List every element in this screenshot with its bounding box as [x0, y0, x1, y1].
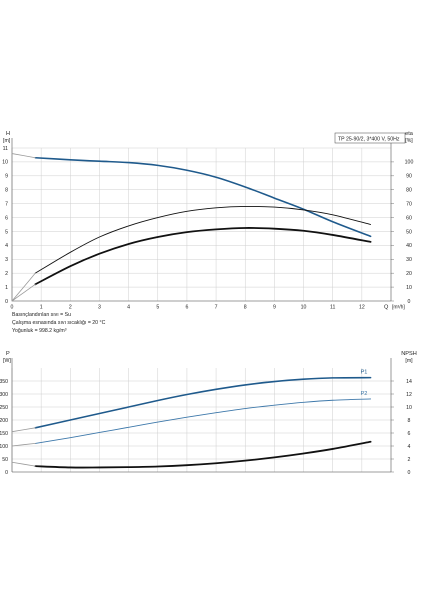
- chart1-right-tick-label: 90: [406, 174, 412, 180]
- chart2-left-tick-label: 350: [0, 379, 8, 385]
- chart1-right-tick-label: 30: [406, 257, 412, 263]
- chart1-left-tick-label: 10: [2, 160, 8, 166]
- chart2-left-axis-unit: [W]: [3, 358, 11, 364]
- chart1-left-tick-label: 3: [5, 257, 8, 263]
- chart1-right-axis-label: eta: [405, 131, 414, 137]
- model-header-box: [334, 132, 406, 144]
- fluid-note-2: Çalışma esnasında sıvı sıcaklığı = 20 °C: [12, 320, 106, 326]
- chart2-left-axis-label: P: [6, 351, 10, 357]
- chart2-left-tick-label: 150: [0, 431, 8, 437]
- chart2-right-tick-label: 2: [408, 457, 411, 463]
- chart1-series-5-line: [34, 227, 372, 286]
- chart2-series-p1-line: [34, 376, 372, 429]
- chart2-left-tick-label: 50: [2, 457, 8, 463]
- chart1-left-tick-label: 11: [3, 146, 8, 152]
- chart1-right-tick-label: 70: [406, 201, 412, 207]
- chart1-right-tick-label: 100: [405, 160, 414, 166]
- fluid-note-1: Basınçlandırılan sıvı = Su: [12, 312, 71, 318]
- chart2-left-tick-label: 250: [0, 405, 8, 411]
- labels-layer: 0 1 2 3 4 5 6 7 8 9 10 11 12012345678910110102030405…: [0, 131, 417, 476]
- chart1-left-tick-label: 4: [5, 243, 8, 249]
- chart1-x-tick-label: 9: [273, 305, 276, 311]
- chart1-left-tick-label: 7: [5, 201, 8, 207]
- chart1-left-tick-label: 8: [5, 188, 8, 194]
- chart2-right-tick-label: 6: [408, 431, 411, 437]
- chart1-left-tick-label: 0: [5, 299, 8, 305]
- chart2-series-2-line: [11, 427, 36, 433]
- chart1-x-tick-label: 10: [301, 305, 307, 311]
- chart2-right-tick-label: 8: [408, 418, 411, 424]
- chart2-series-p2-label: P2: [361, 391, 368, 397]
- chart1-right-tick-label: 20: [406, 271, 412, 277]
- chart1-series-4-line: [11, 272, 36, 302]
- chart1-left-tick-label: 9: [5, 174, 8, 180]
- chart1-x-tick-label: 8: [244, 305, 247, 311]
- chart1-left-tick-label: 2: [5, 271, 8, 277]
- chart1-x-tick-label: 4: [127, 305, 130, 311]
- chart1-right-tick-label: 80: [406, 188, 412, 194]
- chart2-right-tick-label: 0: [408, 470, 411, 476]
- chart1-right-tick-label: 0: [408, 299, 411, 305]
- chart2-series-p2-line: [34, 398, 372, 444]
- chart2-right-tick-label: 10: [406, 405, 412, 411]
- chart1-right-tick-label: 50: [406, 229, 412, 235]
- chart1-x-tick-label: 6: [185, 305, 188, 311]
- chart1-x-tick-label: 0: [11, 305, 14, 311]
- chart1-x-tick-label: 11: [330, 305, 335, 311]
- chart1-right-axis-unit: [%]: [405, 138, 413, 144]
- curves-layer: [11, 153, 372, 469]
- chart2-left-tick-label: 100: [0, 444, 8, 450]
- chart1-left-tick-label: 1: [5, 285, 8, 291]
- chart1-x-tick-label: 2: [69, 305, 72, 311]
- chart2-left-tick-label: 300: [0, 392, 8, 398]
- chart2-series-4-line: [11, 443, 36, 447]
- chart1-series-6-line: [11, 283, 36, 302]
- chart2-series-5-line: [34, 440, 372, 469]
- chart1-x-tick-label: 3: [98, 305, 101, 311]
- chart1-left-tick-label: 5: [5, 229, 8, 235]
- chart2-right-axis-unit: [m]: [405, 358, 413, 364]
- chart1-series-2-line: [11, 153, 36, 159]
- grid-layer: [11, 138, 394, 473]
- chart1-right-tick-label: 40: [406, 243, 412, 249]
- chart1-left-tick-label: 6: [5, 215, 8, 221]
- chart2-left-tick-label: 0: [5, 470, 8, 476]
- chart1-series-3-line: [34, 205, 372, 274]
- chart2-series-6-line: [11, 461, 36, 467]
- chart1-right-tick-label: 10: [406, 285, 412, 291]
- chart2-right-tick-label: 4: [408, 444, 411, 450]
- chart1-x-axis-unit: [m³/h]: [392, 305, 405, 311]
- chart1-series-1-line: [34, 156, 372, 238]
- chart1-x-axis-label: Q: [384, 305, 389, 311]
- model-header-text: TP 25-90/2, 3*400 V, 50Hz: [338, 137, 400, 143]
- chart2-right-tick-label: 12: [406, 392, 412, 398]
- chart1-x-tick-label: 5: [156, 305, 159, 311]
- chart2-right-tick-label: 14: [406, 379, 412, 385]
- chart1-left-axis-label: H: [6, 131, 10, 137]
- chart2-left-tick-label: 200: [0, 418, 8, 424]
- chart1-left-axis-unit: [m]: [3, 138, 11, 144]
- chart1-right-tick-label: 60: [406, 215, 412, 221]
- chart1-x-tick-label: 1: [40, 305, 43, 311]
- fluid-note-3: Yoğunluk = 998.2 kg/m³: [12, 328, 67, 334]
- chart2-right-axis-label: NPSH: [401, 351, 417, 357]
- chart1-x-tick-label: 7: [215, 305, 218, 311]
- chart2-series-p1-label: P1: [361, 370, 368, 376]
- chart1-x-tick-label: 12: [359, 305, 365, 311]
